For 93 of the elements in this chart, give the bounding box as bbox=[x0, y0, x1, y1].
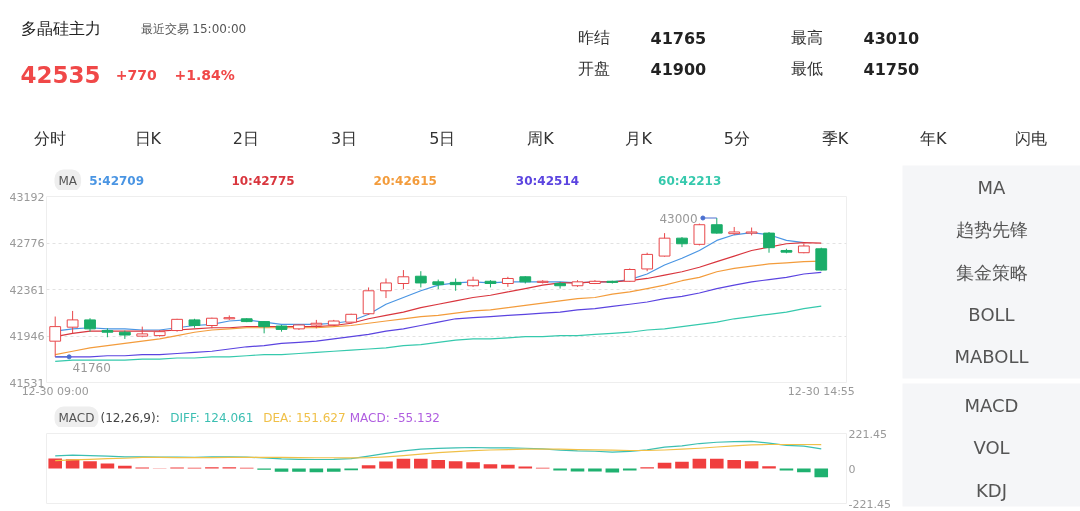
bar bbox=[692, 458, 707, 469]
text: MACD: -55.132 bbox=[349, 410, 440, 425]
category-label: 月K bbox=[625, 129, 653, 148]
bar bbox=[518, 466, 533, 469]
bar bbox=[448, 461, 463, 469]
bar bbox=[83, 461, 97, 469]
annotation: 41760 bbox=[72, 360, 111, 375]
y-tick-label: 41946 bbox=[9, 330, 45, 344]
bar bbox=[588, 468, 602, 472]
candlestick bbox=[49, 316, 62, 358]
y-tick-label: 43192 bbox=[9, 190, 45, 204]
candlestick bbox=[66, 310, 79, 334]
category-label: 5日 bbox=[429, 129, 456, 148]
category-label: MABOLL bbox=[954, 346, 1029, 368]
candlestick bbox=[763, 231, 775, 254]
category-label: 5分 bbox=[723, 129, 750, 148]
candlestick bbox=[362, 286, 375, 316]
category-label: VOL bbox=[973, 437, 1010, 459]
y-tick-label: 221.45 bbox=[848, 427, 887, 441]
data-label: 41900 bbox=[650, 59, 707, 79]
text: DIFF: 124.061 bbox=[170, 410, 254, 425]
bar bbox=[553, 468, 567, 471]
bar bbox=[396, 458, 411, 469]
category-label: MACD bbox=[964, 395, 1019, 416]
category-label: 日K bbox=[134, 129, 162, 148]
text: +1.84% bbox=[174, 66, 235, 83]
bar bbox=[361, 465, 376, 469]
bar bbox=[379, 461, 393, 469]
data-label: 41765 bbox=[650, 28, 707, 48]
bar bbox=[501, 464, 515, 469]
category-label: 开盘 bbox=[577, 59, 610, 78]
data-label: 43010 bbox=[863, 28, 920, 48]
text: 10:42775 bbox=[231, 173, 295, 188]
bar bbox=[710, 458, 724, 469]
bar bbox=[622, 468, 637, 471]
text: 42535 bbox=[20, 62, 101, 88]
bar bbox=[657, 462, 672, 469]
category-label: BOLL bbox=[968, 303, 1015, 325]
category-label: KDJ bbox=[976, 479, 1007, 501]
candlestick bbox=[641, 252, 654, 272]
bar bbox=[431, 460, 446, 469]
candlestick bbox=[380, 277, 392, 299]
bar bbox=[483, 464, 498, 469]
bar bbox=[326, 468, 341, 472]
text: 60:42213 bbox=[658, 173, 722, 188]
y-tick-label: 42361 bbox=[9, 283, 45, 297]
category-label: 年K bbox=[919, 129, 947, 148]
candlestick bbox=[258, 320, 271, 334]
category-label: 3日 bbox=[331, 129, 358, 148]
category-label: 昨结 bbox=[577, 28, 610, 47]
line-series bbox=[54, 305, 822, 362]
legend-title: MA bbox=[58, 173, 78, 188]
candlestick bbox=[397, 269, 410, 290]
category-label: 周K bbox=[527, 129, 555, 148]
bar bbox=[744, 461, 759, 469]
bar bbox=[727, 460, 741, 469]
category-label: MA bbox=[977, 177, 1007, 198]
category-label: 闪电 bbox=[1015, 129, 1048, 148]
y-tick-label: 42776 bbox=[9, 237, 45, 251]
y-tick-label: 0 bbox=[848, 462, 856, 476]
text: 20:42615 bbox=[373, 173, 437, 188]
category-label: 2日 bbox=[232, 129, 260, 148]
category-label: 集金策略 bbox=[955, 261, 1028, 283]
bar bbox=[779, 468, 794, 471]
bar bbox=[814, 468, 829, 478]
bar bbox=[570, 468, 585, 472]
chart-subtitle: (12,26,9): bbox=[100, 410, 160, 425]
bar bbox=[118, 465, 132, 469]
bar bbox=[292, 468, 306, 472]
text: 最近交易 15:00:00 bbox=[140, 21, 247, 36]
category-label: 季K bbox=[821, 129, 849, 148]
category-label: 最高 bbox=[790, 28, 823, 47]
bar bbox=[675, 461, 689, 469]
legend-title: MACD bbox=[58, 410, 95, 425]
text: 30:42514 bbox=[515, 173, 580, 188]
bar bbox=[48, 458, 62, 469]
data-label: 41750 bbox=[863, 59, 920, 79]
bar bbox=[414, 458, 428, 469]
category-label: 分时 bbox=[33, 129, 66, 148]
text: DEA: 151.627 bbox=[263, 410, 346, 425]
y-tick-label: -221.45 bbox=[848, 497, 891, 511]
category-label: 最低 bbox=[790, 59, 823, 78]
bar bbox=[466, 462, 480, 469]
candlestick bbox=[658, 232, 671, 258]
annotation: 43000 bbox=[659, 211, 698, 226]
bar bbox=[100, 463, 115, 469]
text: +770 bbox=[115, 66, 158, 83]
category-label: 趋势先锋 bbox=[955, 219, 1028, 241]
candlestick bbox=[554, 281, 566, 290]
text: 多晶硅主力 bbox=[20, 19, 101, 38]
x-tick-label: 12-30 14:55 bbox=[787, 384, 855, 398]
text: 5:42709 bbox=[89, 173, 145, 188]
bar bbox=[762, 466, 776, 469]
